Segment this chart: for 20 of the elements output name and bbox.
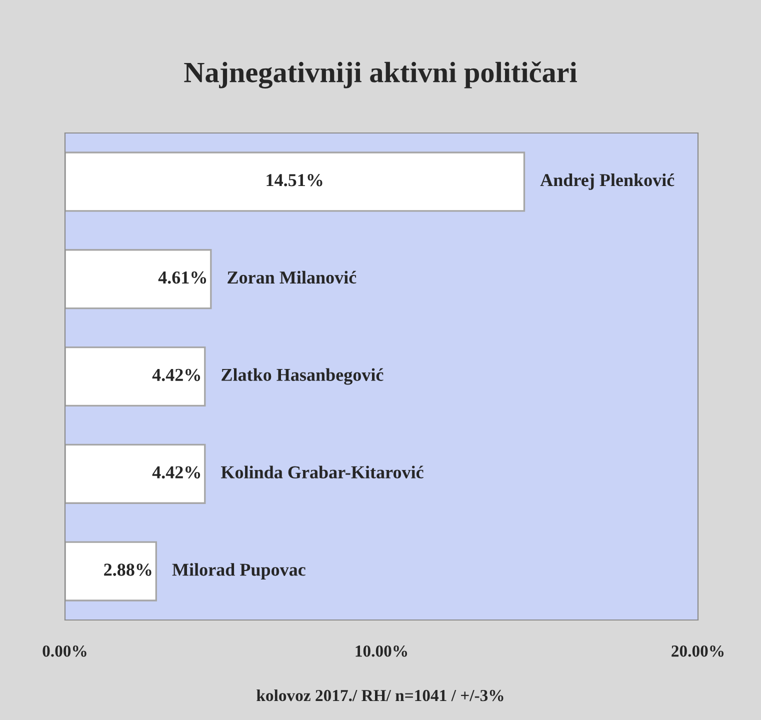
chart-title: Najnegativniji aktivni političari: [184, 61, 577, 89]
data-label: 4.42%: [152, 368, 200, 382]
bar: [65, 444, 206, 504]
text: kolovoz 2017./ RH/ n=1041 / +/-3%: [256, 689, 504, 702]
bar: [65, 541, 157, 602]
y-tick-label: Zoran Milanović: [228, 270, 356, 284]
bar: [65, 152, 526, 212]
x-tick-label: 20.00%: [672, 645, 724, 657]
x-tick-label: 0.00%: [42, 645, 86, 657]
bar: [65, 346, 206, 407]
data-label: 14.51%: [266, 174, 322, 186]
y-tick-label: Kolinda Grabar-Kitarović: [221, 466, 424, 478]
data-label: 4.61%: [158, 271, 206, 284]
y-tick-label: Andrej Plenković: [540, 174, 674, 190]
x-tick-label: 10.00%: [356, 645, 408, 657]
bar: [65, 249, 212, 310]
y-tick-label: Zlatko Hasanbegović: [222, 368, 384, 385]
data-label: 2.88%: [104, 564, 152, 576]
y-tick-label: Milorad Pupovac: [172, 563, 306, 580]
data-label: 4.42%: [152, 466, 200, 478]
